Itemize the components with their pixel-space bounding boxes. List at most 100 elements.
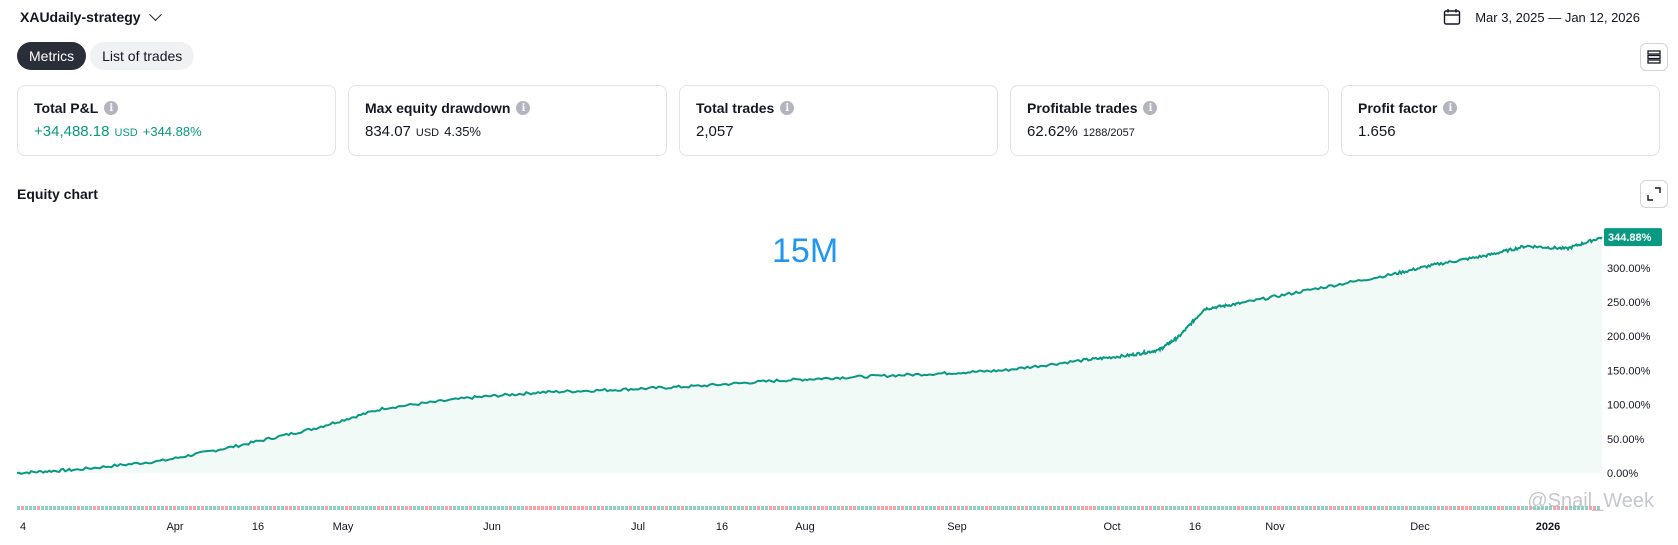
winning-trade-mark [1041,506,1044,510]
winning-trade-mark [613,506,616,510]
metric-value: 834.07 [365,123,411,140]
winning-trade-mark [1289,506,1292,510]
info-icon[interactable]: i [1443,101,1458,115]
losing-trade-mark [1281,506,1284,510]
winning-trade-mark [1305,506,1308,510]
losing-trade-mark [389,506,392,510]
winning-trade-mark [765,506,768,510]
winning-trade-mark [761,506,764,510]
expand-chart-button[interactable] [1640,180,1668,208]
winning-trade-mark [669,506,672,510]
winning-trade-mark [709,506,712,510]
losing-trade-mark [1565,506,1568,510]
winning-trade-mark [1401,506,1404,510]
winning-trade-mark [1321,506,1324,510]
losing-trade-mark [885,506,888,510]
losing-trade-mark [405,506,408,510]
winning-trade-mark [65,506,68,510]
losing-trade-mark [289,506,292,510]
losing-trade-mark [469,506,472,510]
winning-trade-mark [1481,506,1484,510]
winning-trade-mark [265,506,268,510]
winning-trade-mark [1561,506,1564,510]
info-icon[interactable]: i [780,101,795,115]
winning-trade-mark [41,506,44,510]
winning-trade-mark [497,506,500,510]
winning-trade-mark [1581,506,1584,510]
losing-trade-mark [1501,506,1504,510]
winning-trade-mark [473,506,476,510]
winning-trade-mark [861,506,864,510]
winning-trade-mark [749,506,752,510]
strategy-name: XAUdaily-strategy [20,9,141,25]
winning-trade-mark [1145,506,1148,510]
metric-title: Profitable trades [1027,100,1138,116]
winning-trade-mark [1077,506,1080,510]
winning-trade-mark [837,506,840,510]
winning-trade-mark [1509,506,1512,510]
losing-trade-mark [189,506,192,510]
winning-trade-mark [233,506,236,510]
winning-trade-mark [993,506,996,510]
winning-trade-mark [1209,506,1212,510]
losing-trade-mark [881,506,884,510]
winning-trade-mark [725,506,728,510]
winning-trade-mark [1029,506,1032,510]
date-range-picker[interactable]: Mar 3, 2025 — Jan 12, 2026 [1443,8,1640,26]
losing-trade-mark [1261,506,1264,510]
tab-list-of-trades[interactable]: List of trades [90,42,195,70]
losing-trade-mark [1197,506,1200,510]
info-icon[interactable]: i [104,101,119,115]
losing-trade-mark [509,506,512,510]
losing-trade-mark [257,506,260,510]
losing-trade-mark [1049,506,1052,510]
winning-trade-mark [137,506,140,510]
expand-icon [1647,187,1661,201]
losing-trade-mark [1241,506,1244,510]
winning-trade-mark [1429,506,1432,510]
winning-trade-mark [85,506,88,510]
strategy-selector[interactable]: XAUdaily-strategy [20,7,162,25]
winning-trade-mark [1489,506,1492,510]
y-tick-label: 250.00% [1607,297,1651,309]
metric-card-max-drawdown: Max equity drawdown i 834.07 USD 4.35% [348,85,667,156]
winning-trade-mark [89,506,92,510]
winning-trade-mark [1113,506,1116,510]
winning-trade-mark [809,506,812,510]
winning-trade-mark [977,506,980,510]
x-tick-label: May [333,521,354,533]
layout-menu-button[interactable] [1640,43,1668,71]
losing-trade-mark [561,506,564,510]
winning-trade-mark [1245,506,1248,510]
losing-trade-mark [1385,506,1388,510]
losing-trade-mark [913,506,916,510]
metric-unit: USD [415,127,440,139]
winning-trade-mark [1345,506,1348,510]
y-tick-label: 150.00% [1607,365,1651,377]
losing-trade-mark [409,506,412,510]
winning-trade-mark [505,506,508,510]
winning-trade-mark [793,506,796,510]
winning-trade-mark [169,506,172,510]
losing-trade-mark [1361,506,1364,510]
losing-trade-mark [921,506,924,510]
winning-trade-mark [1205,506,1208,510]
losing-trade-mark [769,506,772,510]
winning-trade-mark [845,506,848,510]
winning-trade-mark [865,506,868,510]
metric-unit: 1288/2057 [1082,127,1135,139]
info-icon[interactable]: i [1143,101,1158,115]
winning-trade-mark [1153,506,1156,510]
winning-trade-mark [209,506,212,510]
losing-trade-mark [1405,506,1408,510]
losing-trade-mark [1329,506,1332,510]
winning-trade-mark [217,506,220,510]
info-icon[interactable]: i [516,101,531,115]
winning-trade-mark [101,506,104,510]
winning-trade-mark [1065,506,1068,510]
winning-trade-mark [73,506,76,510]
winning-trade-mark [605,506,608,510]
winning-trade-mark [481,506,484,510]
losing-trade-mark [937,506,940,510]
tab-metrics[interactable]: Metrics [17,42,87,70]
